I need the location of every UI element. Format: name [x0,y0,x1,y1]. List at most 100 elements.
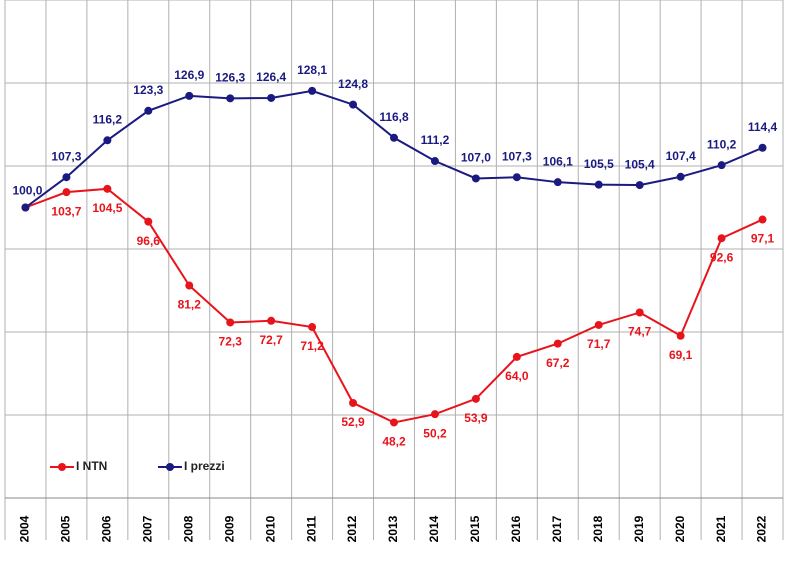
data-label: 67,2 [546,356,570,370]
data-label: 107,3 [502,149,532,163]
x-tick-label: 2014 [427,515,441,542]
point [308,323,317,332]
data-label: 105,5 [584,157,614,171]
point [390,418,398,427]
point [512,173,521,182]
data-label: 71,2 [300,339,324,353]
point [430,410,439,419]
data-label: 107,4 [666,149,696,163]
data-label: 97,1 [751,232,775,246]
data-label: 106,1 [543,154,573,168]
point [308,86,317,95]
point [144,217,153,226]
point [185,281,194,290]
x-tick-label: 2005 [59,515,73,542]
point [635,308,644,317]
legend-label: I NTN [76,459,107,473]
point [553,339,562,348]
legend-marker [58,463,66,471]
data-label: 111,2 [421,133,450,147]
point [430,157,439,166]
data-label: 96,6 [137,234,161,248]
data-label: 107,0 [461,151,491,165]
point [226,318,235,327]
series-line [24,89,763,209]
point [512,352,521,361]
x-tick-label: 2013 [386,515,400,542]
x-tick-label: 2010 [263,515,277,542]
point [62,188,71,197]
legend-label: I prezzi [184,459,225,473]
point [594,180,603,189]
x-tick-label: 2019 [632,515,646,542]
point [144,106,153,115]
data-label: 105,4 [625,157,655,171]
x-tick-label: 2009 [222,515,236,542]
x-tick-label: 2021 [714,515,728,542]
data-label: 81,2 [178,298,202,312]
point [267,93,276,102]
point [676,172,685,181]
data-label: 50,2 [423,426,447,440]
data-label: 110,2 [707,137,737,151]
data-label: 116,8 [379,110,409,124]
x-tick-label: 2018 [591,515,605,542]
point [676,331,685,340]
point [553,178,562,187]
point [185,91,194,100]
point [594,320,603,329]
series-line [25,187,763,424]
data-label: 100,0 [12,184,42,198]
x-tick-label: 2020 [673,515,687,542]
point [390,133,398,142]
data-label: 53,9 [464,411,488,425]
x-tick-label: 2015 [468,515,482,542]
data-label: 52,9 [341,415,365,429]
data-label: 72,3 [219,335,243,349]
data-label: 72,7 [259,333,283,347]
point [758,215,767,224]
legend-marker [166,463,174,471]
data-label: 114,4 [748,120,778,134]
x-tick-label: 2016 [509,515,523,542]
data-label: 74,7 [628,325,652,339]
point [349,398,358,407]
point [103,136,112,145]
data-label: 103,7 [51,204,81,218]
point [635,181,644,190]
point [267,316,276,325]
point [226,94,235,103]
data-label: 92,6 [710,250,734,264]
data-label: 126,4 [256,70,286,84]
point [349,100,358,109]
data-label: 107,3 [51,149,81,163]
data-label: 126,3 [215,71,245,85]
point [471,394,480,403]
point [717,161,726,170]
data-label: 71,7 [587,337,611,351]
data-label: 116,2 [93,112,123,126]
data-label: 123,3 [133,83,163,97]
point [21,203,30,212]
data-label: 48,2 [382,435,406,449]
point [471,174,480,183]
x-tick-label: 2022 [755,515,769,542]
point [103,184,112,193]
point [717,234,726,243]
data-label: 69,1 [669,348,693,362]
x-tick-label: 2011 [304,516,318,542]
data-label: 104,5 [92,201,122,215]
data-label: 126,9 [174,68,204,82]
point [62,173,71,182]
x-tick-label: 2007 [140,515,154,542]
data-label: 64,0 [505,369,529,383]
x-tick-label: 2017 [550,515,564,542]
data-label: 128,1 [297,63,327,77]
data-label: 124,8 [338,77,368,91]
point [758,143,767,152]
x-tick-label: 2008 [181,515,195,542]
x-tick-label: 2006 [100,515,114,542]
x-tick-label: 2012 [345,515,359,542]
